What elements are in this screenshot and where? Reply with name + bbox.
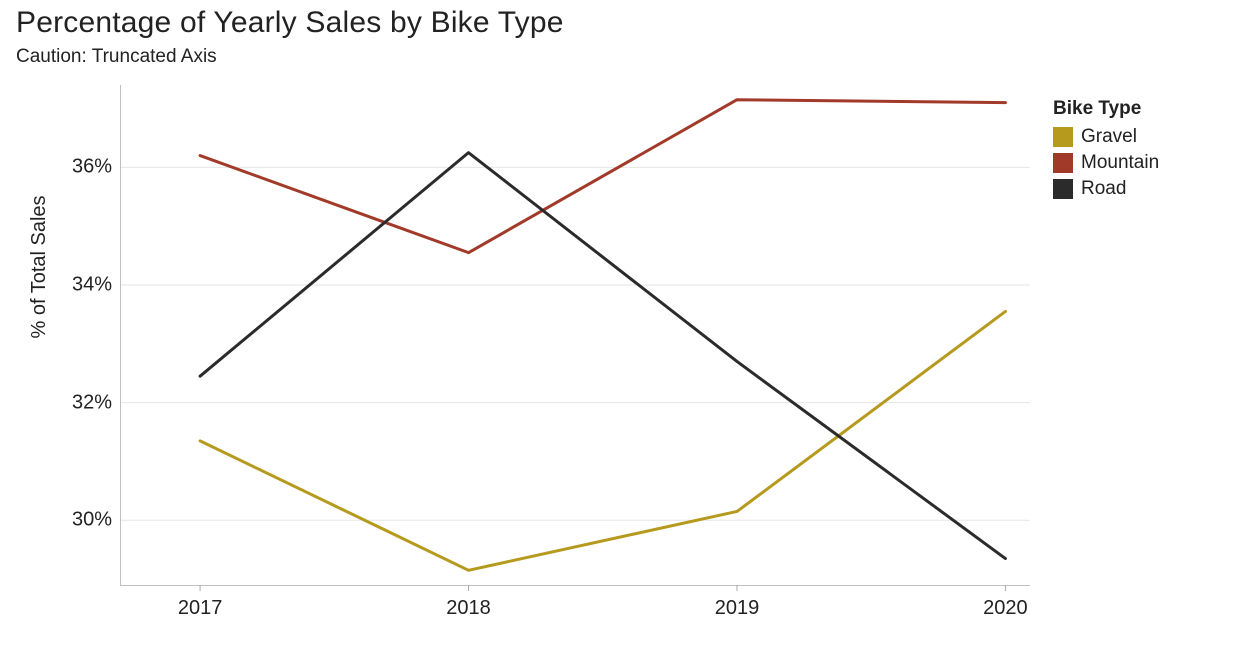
legend-swatch — [1053, 127, 1073, 147]
y-tick-label: 34% — [52, 274, 112, 297]
legend-item: Mountain — [1053, 152, 1159, 174]
x-tick-label: 2017 — [178, 597, 223, 620]
legend-label: Mountain — [1081, 152, 1159, 174]
x-tick-label: 2019 — [715, 597, 760, 620]
line-chart — [120, 85, 1030, 595]
legend: Bike Type Gravel Mountain Road — [1053, 98, 1159, 204]
legend-title: Bike Type — [1053, 98, 1159, 120]
chart-subtitle: Caution: Truncated Axis — [16, 46, 217, 68]
y-tick-label: 32% — [52, 391, 112, 414]
y-tick-label: 36% — [52, 156, 112, 179]
legend-swatch — [1053, 153, 1073, 173]
legend-label: Road — [1081, 178, 1126, 200]
chart-container: Percentage of Yearly Sales by Bike Type … — [0, 0, 1251, 650]
chart-title: Percentage of Yearly Sales by Bike Type — [16, 6, 564, 40]
y-axis-label: % of Total Sales — [28, 195, 51, 338]
legend-label: Gravel — [1081, 126, 1137, 148]
x-tick-label: 2020 — [983, 597, 1028, 620]
x-tick-label: 2018 — [446, 597, 491, 620]
y-tick-label: 30% — [52, 509, 112, 532]
legend-swatch — [1053, 179, 1073, 199]
legend-item: Gravel — [1053, 126, 1159, 148]
legend-item: Road — [1053, 178, 1159, 200]
